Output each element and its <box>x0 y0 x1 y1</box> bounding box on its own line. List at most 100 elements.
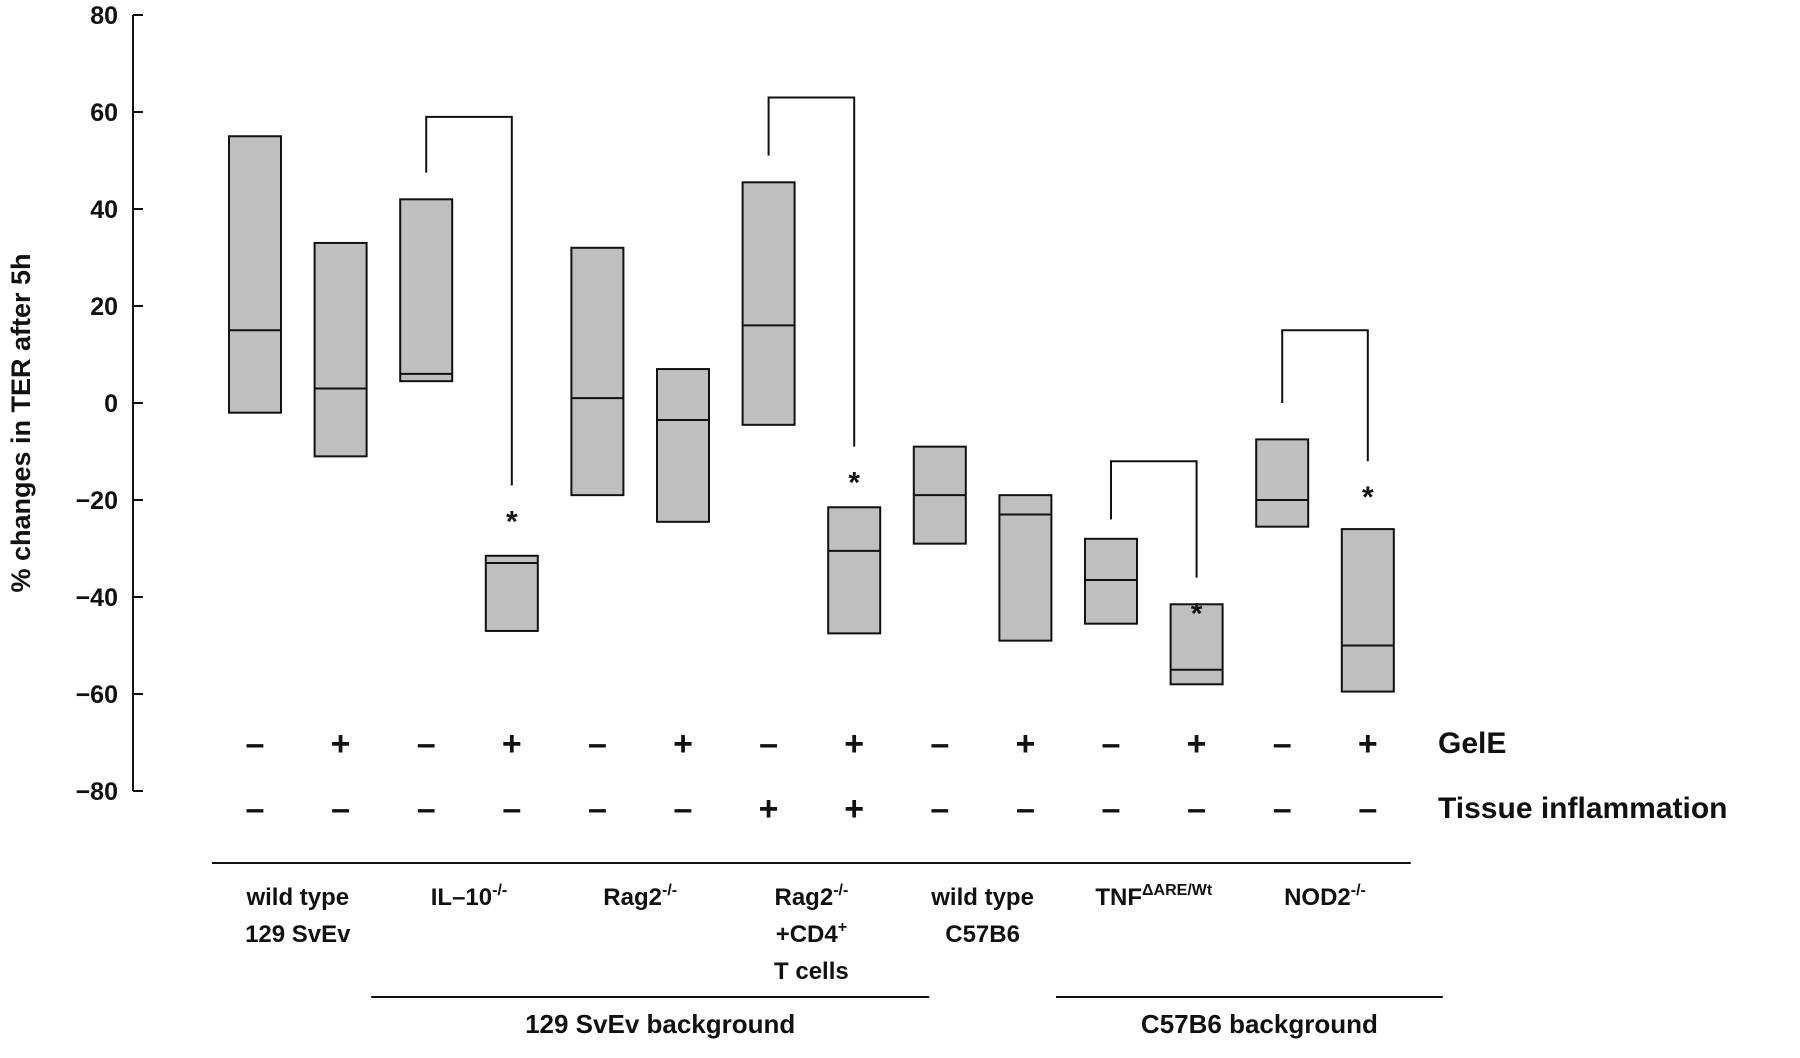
y-tick-label: 40 <box>90 196 118 224</box>
inflammation-symbol: – <box>1273 790 1292 828</box>
y-tick-label: −60 <box>76 681 118 709</box>
inflammation-row-label: Tissue inflammation <box>1438 792 1728 825</box>
group-label-superscript: + <box>838 919 847 936</box>
y-tick-label: 80 <box>90 2 118 30</box>
gele-symbol: – <box>246 725 265 763</box>
gele-symbol: + <box>502 725 522 763</box>
y-tick-label: 0 <box>104 390 118 418</box>
inflammation-symbol: – <box>1358 790 1377 828</box>
group-label-superscript: -/- <box>492 882 507 899</box>
box-6 <box>656 368 710 523</box>
gele-symbol: + <box>1187 725 1207 763</box>
background-label-1: 129 SvEv background <box>525 1009 795 1039</box>
group-label-line: 129 SvEv <box>245 921 351 948</box>
group-label-text: C57B6 <box>945 921 1020 948</box>
box-10 <box>998 494 1053 642</box>
inflammation-symbol: – <box>417 790 436 828</box>
box-4 <box>484 554 539 632</box>
group-label-line: C57B6 <box>945 921 1020 948</box>
gele-symbol: + <box>1015 725 1035 763</box>
group-label-text: TNF <box>1095 884 1142 911</box>
group-label-6: TNFΔARE/Wt <box>1095 882 1212 911</box>
group-label-text: wild type <box>930 884 1034 911</box>
group-label-line: wild type <box>930 884 1034 911</box>
group-label-5: wild type C57B6 <box>930 884 1034 948</box>
significance-bracket-2 <box>767 96 856 447</box>
y-axis-label: % changes in TER after 5h <box>6 253 36 592</box>
group-label-text: wild type <box>245 884 349 911</box>
group-label-line: NOD2-/- <box>1284 882 1366 911</box>
inflammation-symbol: – <box>930 790 949 828</box>
significance-star-2: * <box>848 467 860 500</box>
group-label-superscript: -/- <box>662 882 677 899</box>
inflammation-symbol: – <box>1102 790 1121 828</box>
box-5 <box>570 246 625 497</box>
inflammation-symbol: – <box>674 790 693 828</box>
box-13 <box>1255 438 1310 528</box>
gele-symbol: – <box>417 725 436 763</box>
gele-row-label: GelE <box>1438 727 1506 760</box>
box-7 <box>741 181 796 426</box>
group-label-text: Rag2 <box>603 884 662 911</box>
group-label-7: NOD2-/- <box>1284 882 1366 911</box>
box-11 <box>1084 537 1138 625</box>
significance-star-1: * <box>506 505 518 538</box>
group-label-text: 129 SvEv <box>245 921 351 948</box>
group-label-text: +CD4 <box>776 921 839 948</box>
group-label-superscript: ΔARE/Wt <box>1142 882 1213 899</box>
y-tick-label: −80 <box>76 778 118 806</box>
gele-symbol: + <box>844 725 864 763</box>
group-label-text: NOD2 <box>1284 884 1351 911</box>
significance-bracket-1 <box>425 115 513 486</box>
inflammation-symbol: – <box>1187 790 1206 828</box>
group-label-4: Rag2-/- +CD4+ T cells <box>774 882 849 985</box>
group-label-line: IL–10-/- <box>431 882 507 911</box>
box-2 <box>313 241 368 458</box>
group-label-1: wild type 129 SvEv <box>245 884 351 948</box>
significance-bracket-3 <box>1110 460 1198 578</box>
inflammation-symbol: – <box>588 790 607 828</box>
group-label-superscript: -/- <box>1351 882 1366 899</box>
box-14 <box>1340 528 1395 693</box>
box-8 <box>827 506 882 635</box>
group-label-text: T cells <box>774 958 849 985</box>
inflammation-symbol: – <box>246 790 265 828</box>
inflammation-symbol: – <box>1016 790 1035 828</box>
gele-symbol: + <box>331 725 351 763</box>
group-label-line: Rag2-/- <box>775 882 849 911</box>
group-label-text: IL–10 <box>431 884 492 911</box>
group-label-line: T cells <box>774 958 849 985</box>
y-tick-label: −40 <box>76 584 118 612</box>
box-1 <box>228 135 282 414</box>
group-label-superscript: -/- <box>833 882 848 899</box>
y-tick-label: 20 <box>90 293 118 321</box>
inflammation-symbol: + <box>759 790 779 828</box>
gele-symbol: – <box>930 725 949 763</box>
significance-star-3: * <box>1191 598 1203 631</box>
inflammation-symbol: – <box>331 790 350 828</box>
group-label-line: TNFΔARE/Wt <box>1095 882 1212 911</box>
significance-bracket-4 <box>1281 329 1369 462</box>
background-label-2: C57B6 background <box>1141 1009 1378 1039</box>
y-tick-label: −20 <box>76 487 118 515</box>
y-tick-label: 60 <box>90 99 118 127</box>
group-label-text: Rag2 <box>775 884 834 911</box>
significance-star-4: * <box>1362 481 1374 514</box>
group-label-line: +CD4+ <box>776 919 847 948</box>
group-label-line: wild type <box>245 884 349 911</box>
group-label-2: IL–10-/- <box>431 882 507 911</box>
gele-symbol: – <box>1102 725 1121 763</box>
group-label-line: Rag2-/- <box>603 882 677 911</box>
box-3 <box>399 198 454 383</box>
gele-symbol: – <box>1273 725 1292 763</box>
gele-symbol: – <box>759 725 778 763</box>
inflammation-symbol: – <box>502 790 521 828</box>
gele-symbol: + <box>673 725 693 763</box>
box-12 <box>1169 603 1224 686</box>
group-label-3: Rag2-/- <box>603 882 677 911</box>
inflammation-symbol: + <box>844 790 864 828</box>
gele-symbol: – <box>588 725 607 763</box>
gele-symbol: + <box>1358 725 1378 763</box>
